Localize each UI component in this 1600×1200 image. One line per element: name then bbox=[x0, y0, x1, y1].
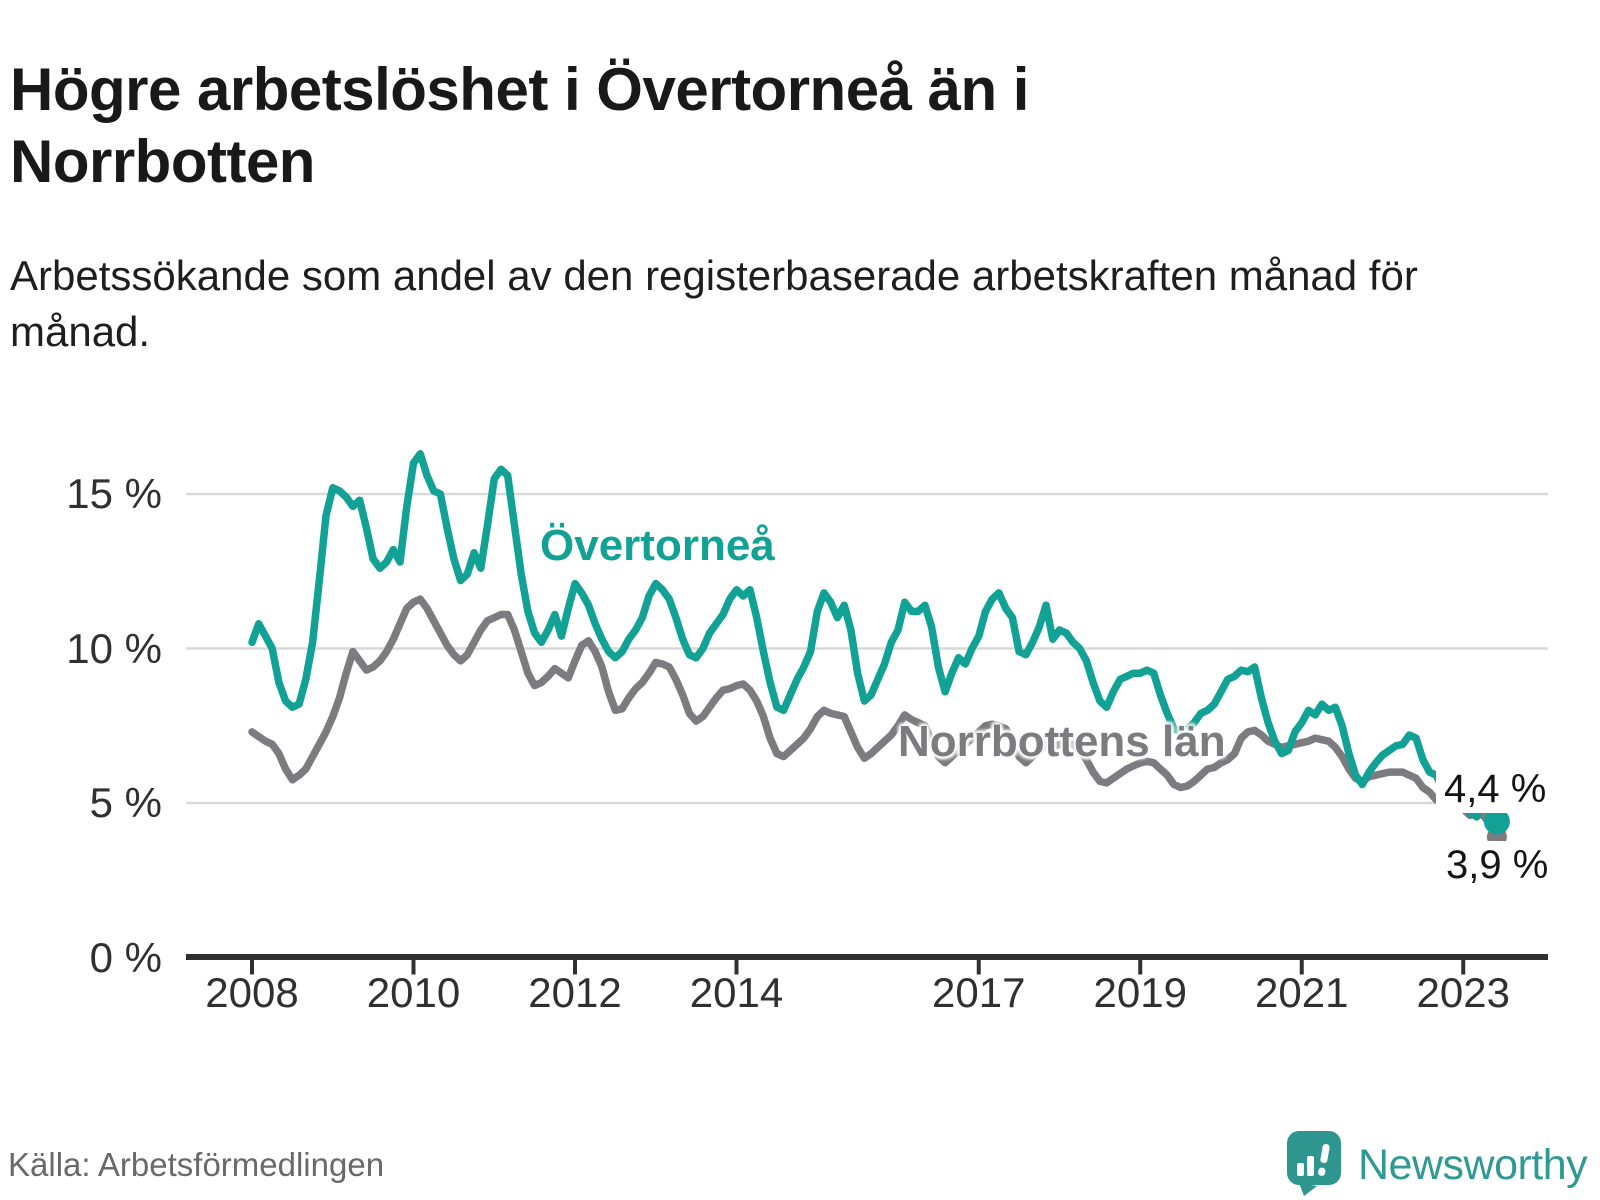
x-tick-label: 2019 bbox=[1093, 969, 1187, 1016]
end-value-label-norrbotten: 3,9 % bbox=[1438, 841, 1557, 889]
x-tick-label: 2012 bbox=[528, 969, 622, 1016]
x-tick-label: 2021 bbox=[1255, 969, 1349, 1016]
series-label-norrbotten: Norrbottens län bbox=[898, 717, 1226, 766]
x-tick-label: 2008 bbox=[205, 969, 299, 1016]
y-tick-label: 0 % bbox=[89, 933, 162, 981]
y-tick-label: 10 % bbox=[66, 624, 162, 672]
series-label-overtornea: Övertorneå bbox=[540, 521, 775, 570]
newsworthy-logo-icon bbox=[1287, 1131, 1341, 1196]
y-tick-label: 15 % bbox=[66, 470, 162, 517]
source-note: Källa: Arbetsförmedlingen bbox=[8, 1146, 385, 1183]
x-tick-label: 2023 bbox=[1416, 969, 1510, 1016]
newsworthy-logo: Newsworthy bbox=[1286, 1130, 1588, 1196]
x-tick-label: 2010 bbox=[366, 969, 461, 1016]
y-tick-label: 5 % bbox=[89, 779, 162, 826]
x-tick-label: 2014 bbox=[689, 969, 784, 1016]
end-value-label-overtornea: 4,4 % bbox=[1436, 765, 1555, 813]
overtornea-end-dot bbox=[1483, 808, 1510, 835]
norrbotten-line bbox=[248, 595, 1501, 841]
overtornea-line bbox=[248, 450, 1501, 826]
newsworthy-logo-text: Newsworthy bbox=[1358, 1140, 1588, 1189]
page-title: Högre arbetslöshet i Övertorneå än i Nor… bbox=[10, 56, 1029, 196]
x-tick-label: 2017 bbox=[932, 969, 1026, 1016]
chart-subtitle: Arbetssökande som andel av den registerb… bbox=[10, 252, 1418, 355]
